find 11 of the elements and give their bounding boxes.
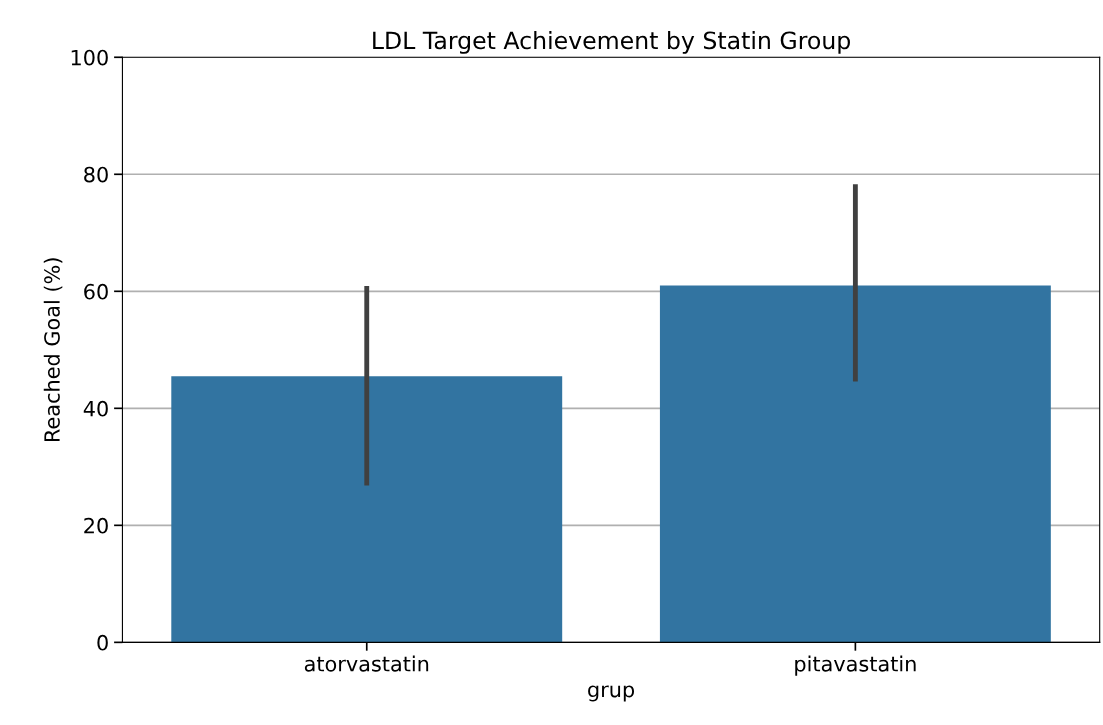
y-tick-label: 80 <box>84 166 108 183</box>
y-tick-label: 60 <box>84 283 108 300</box>
chart-title: LDL Target Achievement by Statin Group <box>373 31 850 54</box>
x-tick-label: atorvastatin <box>304 655 429 672</box>
y-tick-label: 40 <box>83 400 108 417</box>
y-tick-label: 100 <box>71 49 108 66</box>
y-axis-title: Reached Goal (%) <box>43 258 63 442</box>
y-tick-label: 0 <box>97 634 108 651</box>
x-axis-title: grup <box>588 685 635 702</box>
y-tick-label: 20 <box>84 517 108 534</box>
x-tick-label: pitavastatin <box>795 655 916 676</box>
